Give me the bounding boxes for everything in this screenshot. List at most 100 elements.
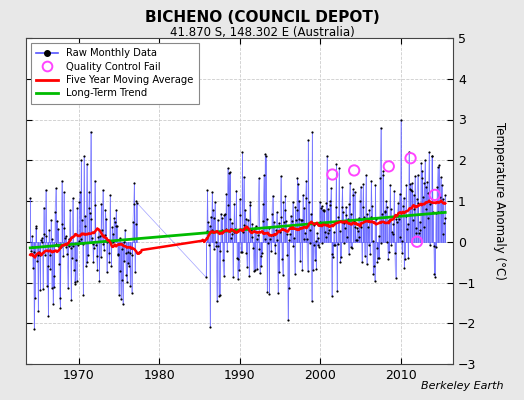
Point <box>99 241 107 248</box>
Point <box>110 238 118 245</box>
Point <box>395 191 403 197</box>
Point <box>227 235 235 241</box>
Point <box>35 249 43 255</box>
Point <box>252 222 260 229</box>
Point <box>286 230 294 237</box>
Point <box>307 210 315 217</box>
Point <box>331 242 339 248</box>
Point <box>79 292 88 298</box>
Point <box>409 217 417 223</box>
Point <box>413 238 421 245</box>
Point <box>79 241 87 248</box>
Point <box>354 214 363 221</box>
Point <box>222 225 230 232</box>
Point <box>244 216 252 223</box>
Point <box>341 225 350 231</box>
Text: 41.870 S, 148.302 E (Australia): 41.870 S, 148.302 E (Australia) <box>170 26 354 39</box>
Point <box>372 216 380 222</box>
Point <box>327 185 335 192</box>
Point <box>353 225 362 231</box>
Point <box>59 253 67 259</box>
Point <box>87 216 95 222</box>
Point <box>394 200 402 206</box>
Point <box>374 254 382 261</box>
Point <box>211 199 219 206</box>
Point <box>223 248 231 254</box>
Point <box>305 227 314 234</box>
Point <box>239 228 247 235</box>
Point <box>75 198 83 205</box>
Point <box>340 240 348 246</box>
Point <box>67 297 75 303</box>
Point <box>405 148 413 155</box>
Point <box>30 326 38 332</box>
Point <box>104 238 112 244</box>
Point <box>120 258 128 264</box>
Point <box>333 288 341 294</box>
Point <box>259 201 267 208</box>
Point <box>86 210 94 216</box>
Point <box>319 207 327 214</box>
Point <box>328 251 336 257</box>
Point <box>82 161 91 168</box>
Point <box>310 242 319 248</box>
Legend: Raw Monthly Data, Quality Control Fail, Five Year Moving Average, Long-Term Tren: Raw Monthly Data, Quality Control Fail, … <box>31 43 199 104</box>
Point <box>90 245 98 251</box>
Point <box>132 220 140 227</box>
Point <box>285 285 293 292</box>
Point <box>397 237 406 244</box>
Point <box>361 216 369 222</box>
Point <box>337 204 346 211</box>
Point <box>105 250 113 256</box>
Point <box>432 209 440 216</box>
Point <box>77 157 85 164</box>
Point <box>100 247 108 254</box>
Point <box>27 248 35 254</box>
Point <box>268 192 277 199</box>
Point <box>370 278 379 284</box>
Point <box>253 266 261 272</box>
Point <box>313 230 321 236</box>
Point <box>366 214 375 220</box>
Point <box>56 295 64 301</box>
Point <box>275 220 283 226</box>
Point <box>68 255 76 262</box>
Point <box>323 230 332 236</box>
Point <box>88 235 96 241</box>
Point <box>328 292 336 299</box>
Point <box>428 153 436 160</box>
Point <box>63 251 71 257</box>
Point <box>365 207 374 213</box>
Point <box>70 280 79 287</box>
Point <box>384 255 392 262</box>
Point <box>242 216 250 222</box>
Point <box>41 187 50 193</box>
Point <box>83 259 92 265</box>
Point <box>234 256 243 262</box>
Point <box>415 230 423 236</box>
Point <box>344 215 352 222</box>
Point <box>113 223 121 229</box>
Point <box>31 295 39 301</box>
Point <box>398 250 407 257</box>
Point <box>70 267 78 273</box>
Point <box>380 219 388 226</box>
Point <box>388 228 396 235</box>
Point <box>395 216 403 222</box>
Point <box>430 243 438 249</box>
Point <box>309 267 317 274</box>
Point <box>121 226 129 233</box>
Point <box>103 269 111 276</box>
Point <box>397 116 405 123</box>
Point <box>406 181 414 188</box>
Point <box>399 194 408 201</box>
Point <box>414 199 422 206</box>
Point <box>308 298 316 304</box>
Point <box>94 234 102 240</box>
Point <box>225 216 234 222</box>
Point <box>220 212 228 218</box>
Point <box>96 232 104 239</box>
Point <box>205 223 214 230</box>
Point <box>437 209 445 215</box>
Point <box>239 173 248 180</box>
